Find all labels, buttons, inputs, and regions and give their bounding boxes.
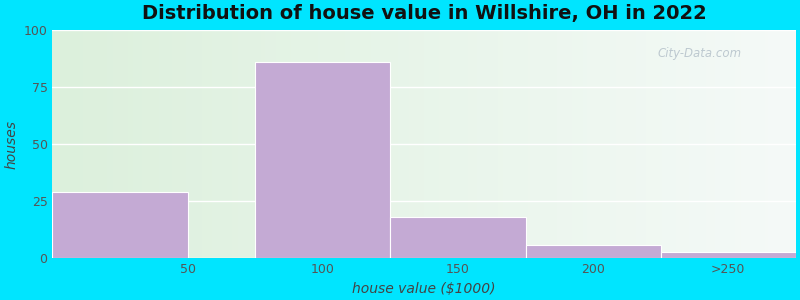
Y-axis label: houses: houses bbox=[4, 120, 18, 169]
Bar bbox=[526, 245, 661, 258]
Text: City-Data.com: City-Data.com bbox=[657, 46, 742, 60]
Title: Distribution of house value in Willshire, OH in 2022: Distribution of house value in Willshire… bbox=[142, 4, 706, 23]
Bar bbox=[255, 62, 390, 258]
Bar bbox=[53, 192, 188, 258]
Bar bbox=[661, 252, 796, 258]
Bar bbox=[390, 218, 526, 258]
X-axis label: house value ($1000): house value ($1000) bbox=[352, 282, 496, 296]
